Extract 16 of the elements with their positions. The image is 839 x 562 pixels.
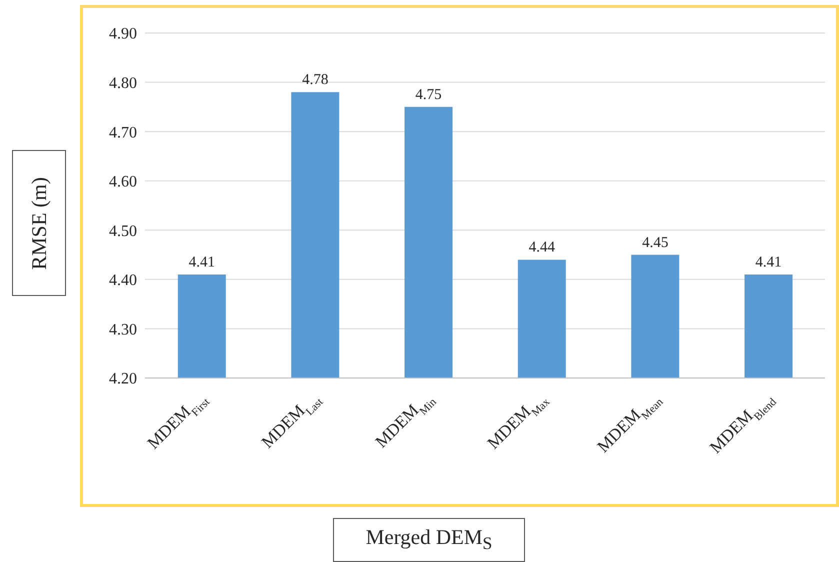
- y-tick-label: 4.90: [109, 26, 137, 43]
- y-tick-label: 4.60: [109, 174, 137, 191]
- y-tick-label: 4.70: [109, 124, 137, 142]
- data-label: 4.78: [302, 72, 328, 88]
- data-label: 4.45: [642, 234, 668, 251]
- x-axis-title: Merged DEM$_{S}$: [366, 525, 492, 554]
- y-tick-label: 4.20: [109, 370, 137, 388]
- y-tick-label: 4.80: [109, 74, 137, 92]
- data-label: 4.41: [188, 254, 215, 270]
- y-tick-label: 4.40: [109, 272, 137, 290]
- y-tick-label: 4.50: [109, 222, 137, 240]
- data-label: 4.75: [415, 86, 442, 103]
- y-axis-title: RMSE (m): [26, 176, 51, 270]
- data-label: 4.44: [528, 240, 556, 256]
- y-tick-label: 4.30: [109, 321, 137, 338]
- data-label: 4.41: [755, 254, 782, 270]
